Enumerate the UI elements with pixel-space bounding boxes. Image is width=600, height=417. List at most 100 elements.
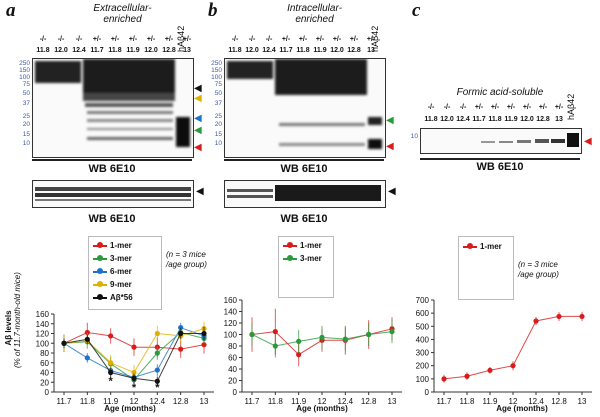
y-tick-label: 40 xyxy=(228,365,237,374)
data-point xyxy=(249,331,255,338)
geno-a-0: -/- xyxy=(39,36,47,43)
geno-c-5: +/- xyxy=(506,104,516,111)
data-point xyxy=(131,344,137,350)
data-point xyxy=(272,343,278,349)
y-tick-label: 700 xyxy=(416,296,430,305)
y-tick-label: 600 xyxy=(416,309,430,318)
arrow-lower-b-icon: ◀ xyxy=(388,186,396,197)
y-tick-label: 120 xyxy=(36,330,50,339)
data-point xyxy=(84,355,90,361)
age-b-3: 11.7 xyxy=(279,47,293,54)
age-a-2: 12.4 xyxy=(72,47,86,54)
wb-label-c: WB 6E10 xyxy=(476,161,524,173)
caption-a: Extracellular- enriched xyxy=(93,3,152,25)
arrow-blue-icon: ◀ xyxy=(194,113,202,124)
geno-b-2: -/- xyxy=(265,36,273,43)
wb-underline-a xyxy=(32,159,192,161)
legend-label-ab56: Aβ*56 xyxy=(110,293,133,302)
ladder-c: 10 xyxy=(410,133,418,140)
data-point xyxy=(201,342,207,348)
legend-dot-b-1mer xyxy=(287,242,293,248)
geno-a-8: +/- xyxy=(182,36,192,43)
age-a-6: 12.0 xyxy=(144,47,158,54)
blot-lower-image-a xyxy=(35,187,191,201)
geno-b-4: +/- xyxy=(298,36,308,43)
geno-b-8: +/- xyxy=(366,36,376,43)
data-point xyxy=(131,369,137,376)
arrow-green-icon: ◀ xyxy=(194,125,202,136)
data-point xyxy=(319,334,325,340)
geno-b-7: +/- xyxy=(349,36,359,43)
data-point xyxy=(487,367,493,373)
y-tick-label: 160 xyxy=(36,310,50,319)
x-tick-label: 11.7 xyxy=(57,397,73,405)
chart-b: 0 20 40 60 80 100 120 140 160 11.7 11.8 11.9 12 12.4 1… xyxy=(224,296,402,405)
chart-c: 0 100 200 300 400 500 600 700 11.7 11.8 11.9 12 12.4… xyxy=(416,296,592,405)
data-point xyxy=(533,318,539,324)
std-label-a: hAβ42 xyxy=(176,25,186,52)
geno-b-0: -/- xyxy=(231,36,239,43)
geno-a-1: -/- xyxy=(57,36,65,43)
age-a-3: 11.7 xyxy=(90,47,104,54)
data-point xyxy=(272,329,278,335)
x-tick-label: 12 xyxy=(318,397,327,405)
age-c-6: 12.0 xyxy=(520,116,534,123)
std-label-c: hAβ42 xyxy=(566,93,576,120)
legend-b: 1-mer 3-mer xyxy=(278,236,334,298)
legend-dot-ab56 xyxy=(97,294,103,300)
y-tick-label: 100 xyxy=(36,339,50,348)
x-tick-label: 12.8 xyxy=(173,397,189,405)
wb-label-lower-b: WB 6E10 xyxy=(280,213,328,225)
wb-label-a: WB 6E10 xyxy=(88,163,136,175)
data-point xyxy=(154,367,160,373)
y-tick-label: 0 xyxy=(233,388,238,397)
x-axis-label-c: Age (months) xyxy=(496,404,548,413)
data-point xyxy=(579,313,585,320)
note-a: (n = 3 mice /age group) xyxy=(166,250,207,269)
blot-main-c xyxy=(420,128,582,154)
y-tick-label: 20 xyxy=(40,378,49,387)
y-tick-label: 160 xyxy=(224,296,238,305)
wb-label-b: WB 6E10 xyxy=(280,163,328,175)
legend-label-1mer: 1-mer xyxy=(110,241,132,250)
legend-label-6mer: 6-mer xyxy=(110,267,132,276)
x-tick-label: 12 xyxy=(130,397,139,405)
x-tick-label: 12.4 xyxy=(528,397,544,405)
y-tick-label: 20 xyxy=(228,377,237,386)
y-tick-label: 80 xyxy=(40,349,49,358)
legend-dot-c-1mer xyxy=(467,243,473,249)
y-tick-label: 300 xyxy=(416,349,430,358)
data-point xyxy=(154,350,160,356)
x-tick-label: 12.8 xyxy=(551,397,567,405)
y-tick-label: 40 xyxy=(40,369,49,378)
legend-a: 1-mer 3-mer 6-mer 9-mer Aβ*56 xyxy=(88,236,162,310)
data-point xyxy=(296,338,302,344)
geno-b-5: +/- xyxy=(315,36,325,43)
y-tick-label: 120 xyxy=(224,319,238,328)
series-1 xyxy=(249,320,395,358)
legend-label-3mer: 3-mer xyxy=(110,254,132,263)
wb-underline-c xyxy=(420,158,580,160)
legend-dot-6mer xyxy=(97,268,103,274)
caption-c: Formic acid-soluble xyxy=(456,87,544,98)
x-tick-label: 12.8 xyxy=(361,397,377,405)
data-point xyxy=(464,373,470,379)
age-a-1: 12.0 xyxy=(54,47,68,54)
panel-letter-b: b xyxy=(208,0,218,21)
panel-letter-c: c xyxy=(412,0,421,21)
age-a-0: 11.8 xyxy=(36,47,50,54)
blot-image-c xyxy=(481,133,579,147)
data-point xyxy=(342,336,348,342)
data-point xyxy=(178,325,184,331)
x-tick-label: 13 xyxy=(200,397,209,405)
x-tick-label: 11.8 xyxy=(80,397,96,405)
y-tick-label: 140 xyxy=(224,308,238,317)
y-tick-label: 60 xyxy=(228,354,237,363)
data-point xyxy=(441,376,447,382)
age-c-7: 12.8 xyxy=(536,116,550,123)
age-a-4: 11.8 xyxy=(108,47,122,54)
wb-label-lower-a: WB 6E10 xyxy=(88,213,136,225)
arrow-red-c-icon: ◀ xyxy=(584,136,592,147)
age-b-6: 12.0 xyxy=(330,47,344,54)
